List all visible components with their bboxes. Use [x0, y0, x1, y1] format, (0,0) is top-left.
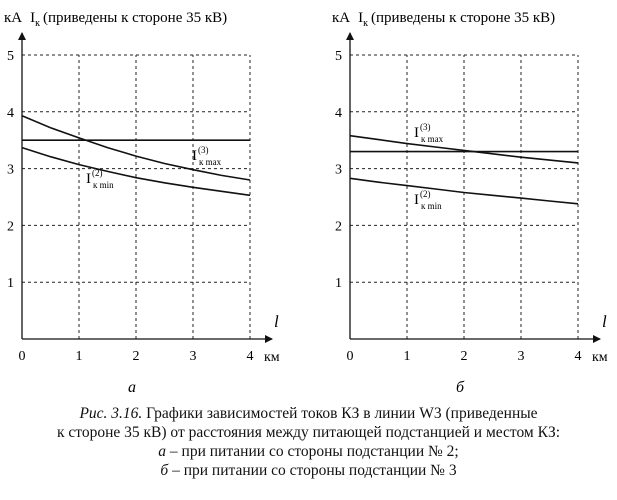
- series-label-sup: (2): [92, 168, 103, 178]
- series-line-1: [21, 115, 251, 181]
- series-line-2: [349, 177, 579, 205]
- series-label-sub: к max: [199, 157, 222, 167]
- figure-caption: Рис. 3.16. Графики зависимостей токов КЗ…: [0, 404, 617, 480]
- panel-label: б: [456, 379, 465, 395]
- series-label-main: I: [414, 192, 419, 208]
- caption-text-1: Графики зависимостей токов КЗ в линии W3…: [146, 405, 538, 422]
- caption-item-b-text: – при питании со стороны подстанции № 3: [168, 462, 457, 479]
- y-tick-label: 5: [335, 49, 342, 64]
- x-axis-label: l: [602, 312, 607, 331]
- y-tick-label: 4: [7, 106, 14, 121]
- y-axis-label: кА Iк (приведены к стороне 35 кВ): [4, 10, 227, 29]
- y-tick-label: 5: [7, 49, 14, 64]
- y-axis-label: кА Iк (приведены к стороне 35 кВ): [332, 10, 555, 29]
- series-label-sup: (3): [198, 145, 209, 155]
- x-unit: км: [592, 350, 608, 365]
- y-label-text: (приведены к стороне 35 кВ): [371, 10, 555, 26]
- series-label-2: I(2) к min: [86, 168, 114, 190]
- y-unit: кА: [332, 10, 350, 26]
- x-axis-label: l: [274, 312, 279, 331]
- series-label-sub: к min: [93, 180, 114, 190]
- y-label-text: (приведены к стороне 35 кВ): [43, 10, 227, 26]
- x-tick-label: 0: [19, 349, 26, 364]
- y-unit: кА: [4, 10, 22, 26]
- y-tick-label: 1: [7, 276, 14, 291]
- x-tick-label: 4: [247, 349, 254, 364]
- y-label-symbol: I: [358, 10, 363, 26]
- series-label-0: I(3) к max: [414, 122, 444, 144]
- x-unit: км: [264, 350, 280, 365]
- x-tick-label: 3: [190, 349, 197, 364]
- chart-panel-b: 0 1 2 3 4 1 2 3 4 5 кА Iк (приведены к стороне 35 кВ…: [332, 10, 608, 395]
- chart-panel-a: 0 1 2 3 4 1 2 3 4 5 кА Iк (приведены к стороне 35 кВ…: [4, 10, 280, 395]
- panel-label: а: [128, 379, 136, 395]
- caption-item-a-text: – при питании со стороны подстанции № 2;: [166, 443, 459, 460]
- series-label-main: I: [86, 171, 91, 187]
- y-tick-label: 1: [335, 276, 342, 291]
- y-tick-label: 2: [335, 219, 342, 234]
- caption-line-1: Рис. 3.16. Графики зависимостей токов КЗ…: [0, 404, 617, 423]
- series-label-0: I(3) к max: [192, 145, 222, 167]
- series-label-sub: к max: [421, 134, 444, 144]
- y-tick-label: 2: [7, 219, 14, 234]
- y-tick-label: 3: [7, 163, 14, 178]
- x-tick-label: 1: [76, 349, 83, 364]
- y-tick-label: 3: [335, 163, 342, 178]
- caption-item-a: а – при питании со стороны подстанции № …: [0, 442, 617, 461]
- series-line-1: [349, 134, 579, 164]
- x-tick-label: 2: [133, 349, 140, 364]
- x-tick-label: 0: [347, 349, 354, 364]
- caption-item-a-letter: а: [158, 443, 167, 460]
- caption-item-b-letter: б: [160, 462, 169, 479]
- series-label-sup: (2): [420, 189, 431, 199]
- y-tick-label: 4: [335, 106, 342, 121]
- series-label-main: I: [192, 148, 197, 164]
- caption-item-b: б – при питании со стороны подстанции № …: [0, 461, 617, 480]
- y-label-subscript: к: [35, 18, 40, 29]
- y-label-symbol: I: [30, 10, 35, 26]
- caption-line-2: к стороне 35 кВ) от расстояния между пит…: [56, 424, 561, 441]
- figure-label: Рис. 3.16.: [79, 405, 143, 422]
- series-label-main: I: [414, 125, 419, 141]
- x-tick-label: 3: [518, 349, 525, 364]
- series-label-sup: (3): [420, 122, 431, 132]
- x-tick-label: 1: [404, 349, 411, 364]
- series-line-2: [21, 146, 251, 197]
- y-label-subscript: к: [363, 18, 368, 29]
- series-label-2: I(2) к min: [414, 189, 442, 211]
- x-tick-label: 2: [461, 349, 468, 364]
- x-tick-label: 4: [575, 349, 582, 364]
- series-label-sub: к min: [421, 201, 442, 211]
